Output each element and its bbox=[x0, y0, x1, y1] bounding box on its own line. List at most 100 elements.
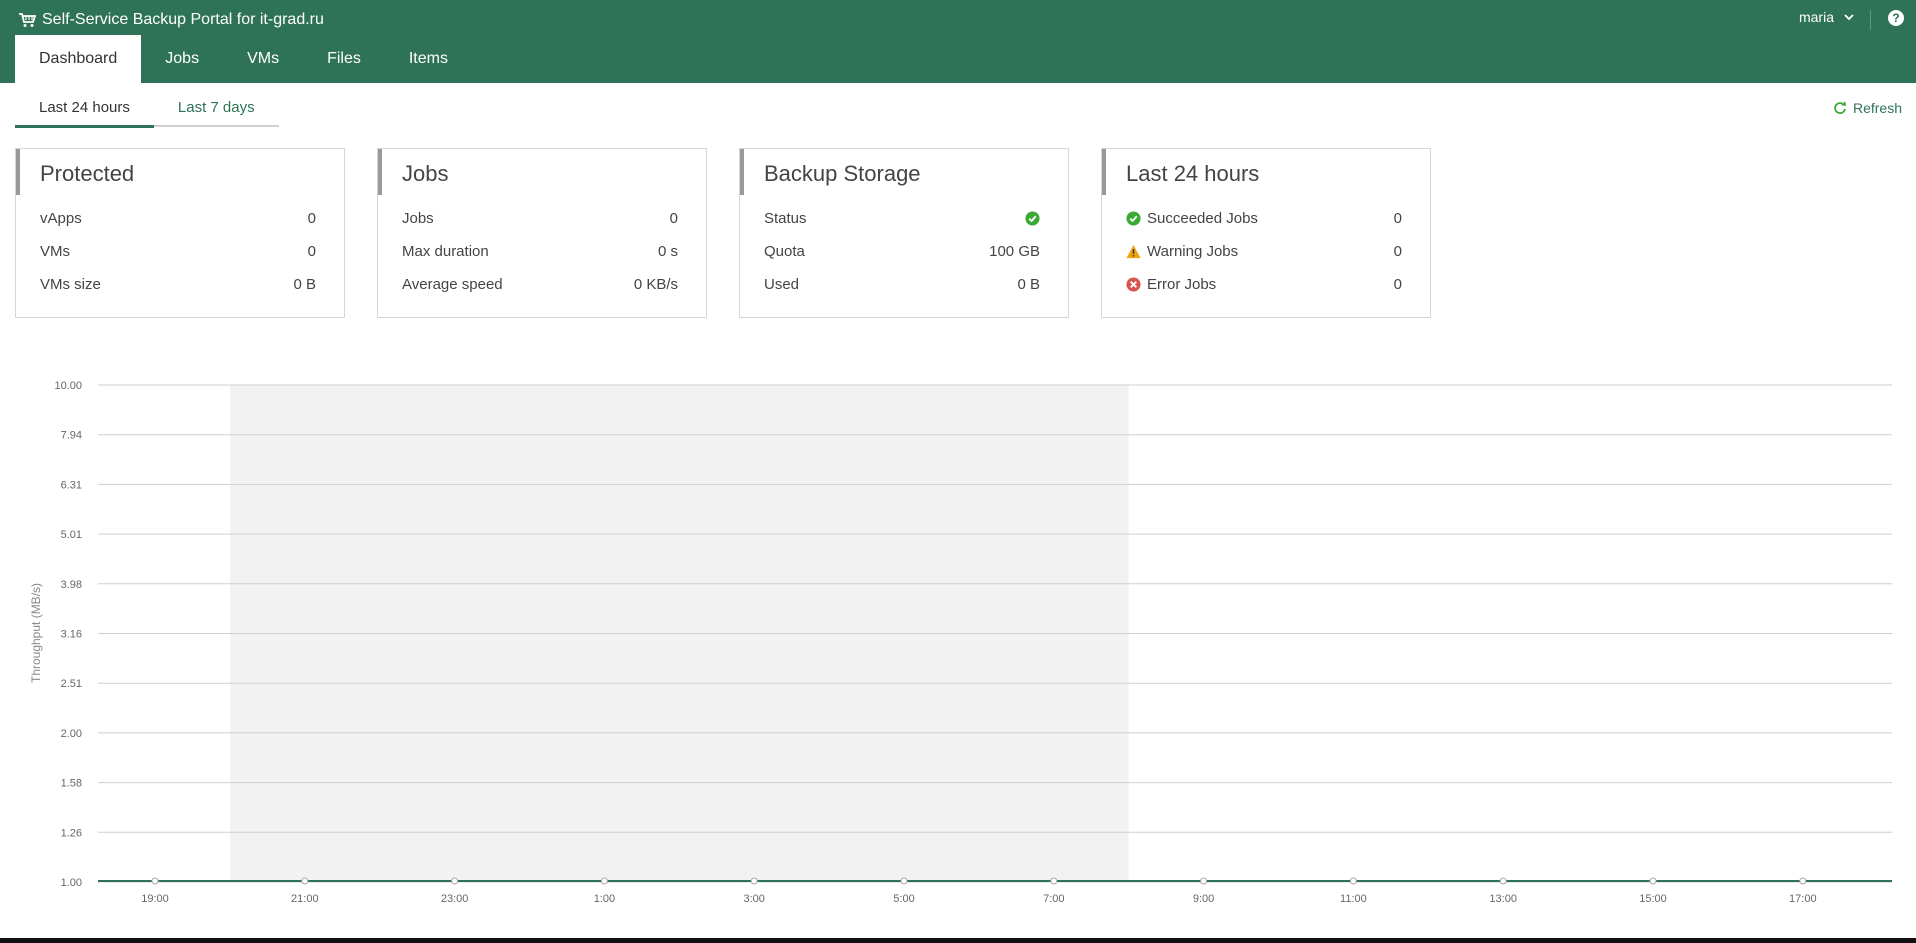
stat-row: Average speed 0 KB/s bbox=[402, 273, 678, 295]
stat-row: Error Jobs 0 bbox=[1126, 273, 1402, 295]
stat-label: Used bbox=[764, 275, 800, 293]
card-title: Backup Storage bbox=[764, 161, 921, 186]
stat-row: vApps 0 bbox=[40, 207, 316, 229]
stat-value: 100 GB bbox=[989, 242, 1040, 260]
data-point[interactable] bbox=[900, 877, 908, 885]
tab-files[interactable]: Files bbox=[327, 50, 361, 67]
stat-value: 0 bbox=[307, 209, 316, 227]
refresh-label: Refresh bbox=[1852, 100, 1902, 116]
tab-dashboard[interactable]: Dashboard bbox=[15, 35, 142, 83]
card-title: Last 24 hours bbox=[1126, 161, 1260, 186]
tab-jobs[interactable]: Jobs bbox=[165, 50, 200, 67]
data-point[interactable] bbox=[1649, 877, 1657, 885]
y-axis-label: Throughput (MB/s) bbox=[29, 583, 43, 683]
help-icon[interactable]: ? bbox=[1888, 10, 1904, 26]
y-tick-label: 5.01 bbox=[61, 529, 82, 541]
stat-label-wrap: Error Jobs bbox=[1126, 276, 1216, 293]
card-protected: Protected vApps 0 VMs 0 VMs size 0 B bbox=[15, 148, 345, 318]
data-point[interactable] bbox=[1200, 877, 1208, 885]
stat-value: 0 bbox=[307, 242, 316, 260]
x-tick-label: 1:00 bbox=[594, 893, 615, 905]
refresh-button[interactable]: Refresh bbox=[1833, 100, 1902, 116]
card-title: Protected bbox=[40, 161, 135, 186]
stat-row: Status bbox=[764, 207, 1040, 229]
stat-label-wrap: Warning Jobs bbox=[1126, 243, 1238, 260]
stat-value: 0 bbox=[669, 209, 678, 227]
throughput-chart: 10.00 7.94 6.31 5.01 3.98 3.16 2.51 2.00 1.58 1.2… bbox=[29, 380, 1892, 905]
stat-label-wrap: Succeeded Jobs bbox=[1126, 210, 1258, 227]
user-name: maria bbox=[1798, 9, 1834, 25]
stat-row: Jobs 0 bbox=[402, 207, 678, 229]
cart-icon bbox=[19, 13, 36, 27]
x-tick-label: 19:00 bbox=[141, 893, 169, 905]
data-point[interactable] bbox=[750, 877, 758, 885]
stat-label: Warning Jobs bbox=[1147, 242, 1239, 260]
stat-row: Quota 100 GB bbox=[764, 240, 1040, 262]
user-menu[interactable]: maria bbox=[1799, 9, 1854, 25]
y-tick-label: 10.00 bbox=[54, 380, 82, 392]
stat-label: VMs bbox=[40, 242, 70, 260]
brand: Self-Service Backup Portal for it-grad.r… bbox=[18, 9, 324, 31]
stat-row: VMs size 0 B bbox=[40, 273, 316, 295]
y-tick-label: 1.58 bbox=[61, 778, 82, 790]
card-accent bbox=[740, 149, 744, 195]
main-nav: Dashboard Jobs VMs Files Items bbox=[15, 35, 472, 83]
stat-label: Succeeded Jobs bbox=[1147, 209, 1258, 227]
stat-label: Quota bbox=[764, 242, 805, 260]
data-point[interactable] bbox=[301, 877, 309, 885]
stat-value: 0 KB/s bbox=[633, 275, 678, 293]
card-accent bbox=[16, 149, 20, 195]
card-title: Jobs bbox=[402, 161, 449, 186]
data-point[interactable] bbox=[151, 877, 159, 885]
stat-row: Succeeded Jobs 0 bbox=[1126, 207, 1402, 229]
app-title: Self-Service Backup Portal for it-grad.r… bbox=[42, 11, 324, 28]
x-tick-label: 17:00 bbox=[1789, 893, 1817, 905]
y-tick-label: 2.51 bbox=[61, 678, 82, 690]
y-tick-label: 3.98 bbox=[61, 579, 82, 591]
x-tick-label: 13:00 bbox=[1489, 893, 1517, 905]
refresh-icon bbox=[1834, 101, 1846, 114]
warning-icon bbox=[1126, 244, 1141, 258]
card-jobs: Jobs Jobs 0 Max duration 0 s Average spe… bbox=[377, 148, 707, 318]
y-tick-label: 6.31 bbox=[61, 479, 82, 491]
error-icon bbox=[1126, 276, 1141, 292]
x-tick-label: 5:00 bbox=[893, 893, 914, 905]
ok-check-icon bbox=[1025, 210, 1040, 226]
y-tick-label: 2.00 bbox=[61, 728, 82, 740]
x-tick-label: 11:00 bbox=[1340, 893, 1367, 905]
y-tick-label: 7.94 bbox=[61, 430, 82, 442]
data-point[interactable] bbox=[1799, 877, 1807, 885]
data-point[interactable] bbox=[1499, 877, 1507, 885]
top-bar: Self-Service Backup Portal for it-grad.r… bbox=[0, 0, 1916, 83]
bottom-edge bbox=[0, 938, 1916, 943]
stat-value: 0 s bbox=[657, 242, 678, 260]
tab-vms[interactable]: VMs bbox=[247, 50, 280, 67]
stat-label: Status bbox=[764, 209, 807, 227]
tab-items[interactable]: Items bbox=[408, 50, 448, 67]
stat-label: Max duration bbox=[402, 242, 489, 260]
y-tick-label: 1.00 bbox=[61, 877, 82, 889]
data-point[interactable] bbox=[600, 877, 608, 885]
card-accent bbox=[1102, 149, 1106, 195]
stat-label: Average speed bbox=[402, 275, 503, 293]
stat-value: 0 B bbox=[293, 275, 316, 293]
tab-last-24-hours[interactable]: Last 24 hours bbox=[15, 93, 154, 128]
stat-value: 0 bbox=[1393, 209, 1402, 227]
data-point[interactable] bbox=[1050, 877, 1058, 885]
stat-label: Error Jobs bbox=[1147, 275, 1217, 293]
card-accent bbox=[378, 149, 382, 195]
period-tabs: Last 24 hours Last 7 days bbox=[15, 93, 279, 128]
data-point[interactable] bbox=[451, 877, 459, 885]
stat-label: Jobs bbox=[402, 209, 434, 227]
stat-label: vApps bbox=[40, 209, 82, 227]
stat-row: VMs 0 bbox=[40, 240, 316, 262]
y-tick-label: 1.26 bbox=[61, 827, 82, 839]
x-tick-label: 9:00 bbox=[1193, 893, 1214, 905]
x-tick-label: 7:00 bbox=[1043, 893, 1064, 905]
stat-label: VMs size bbox=[40, 275, 101, 293]
success-icon bbox=[1126, 210, 1141, 226]
data-point[interactable] bbox=[1349, 877, 1357, 885]
y-tick-label: 3.16 bbox=[61, 629, 82, 641]
tab-last-7-days[interactable]: Last 7 days bbox=[153, 93, 279, 127]
divider bbox=[1870, 10, 1871, 30]
